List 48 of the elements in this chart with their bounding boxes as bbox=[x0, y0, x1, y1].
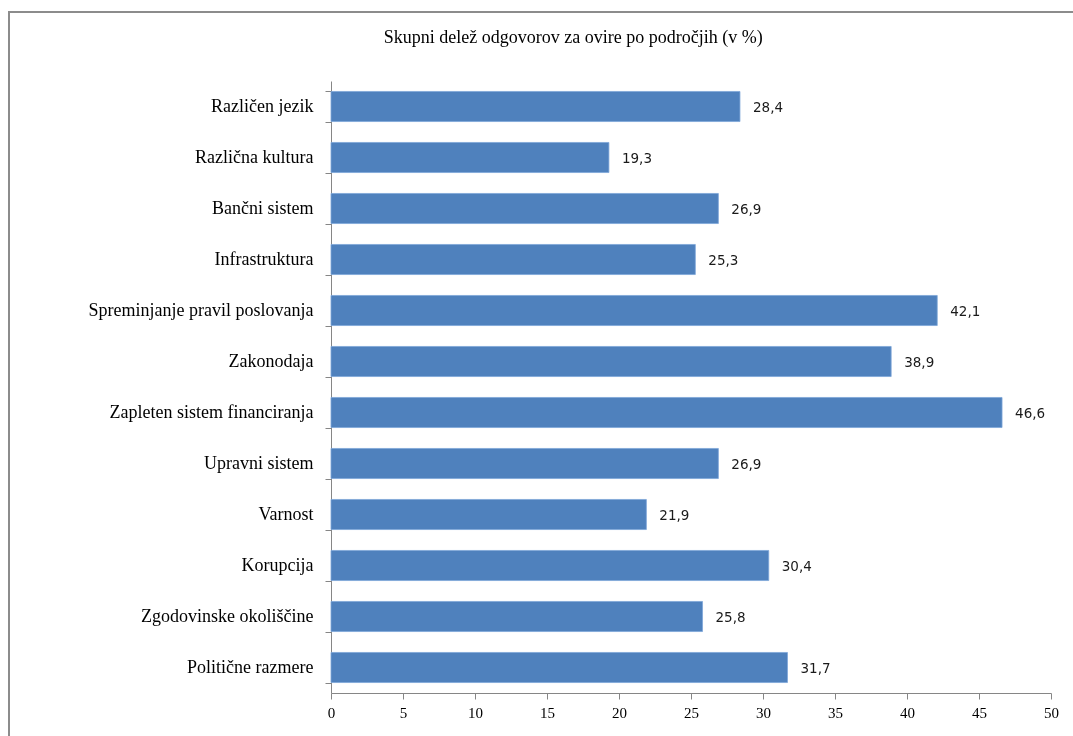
bar bbox=[330, 346, 892, 377]
x-tick-label: 25 bbox=[684, 704, 699, 721]
y-tick-label: Zapleten sistem financiranja bbox=[109, 402, 314, 422]
bar bbox=[330, 142, 610, 173]
y-tick-label: Zgodovinske okoliščine bbox=[141, 606, 314, 626]
y-tick-label: Zakonodaja bbox=[228, 351, 314, 371]
y-tick-label: Politične razmere bbox=[187, 657, 314, 677]
y-tick-label: Upravni sistem bbox=[204, 453, 314, 473]
bar bbox=[330, 601, 703, 632]
data-label: 31,7 bbox=[800, 659, 831, 676]
data-label: 19,3 bbox=[621, 149, 652, 166]
bar bbox=[330, 295, 938, 326]
bar bbox=[330, 652, 788, 683]
bar bbox=[330, 550, 770, 581]
x-tick-label: 40 bbox=[900, 704, 915, 721]
bar bbox=[330, 499, 647, 530]
y-tick-label: Spreminjanje pravil poslovanja bbox=[88, 300, 314, 320]
data-label: 26,9 bbox=[731, 455, 762, 472]
x-tick-label: 5 bbox=[399, 704, 408, 721]
x-tick-label: 35 bbox=[828, 704, 843, 721]
data-label: 38,9 bbox=[904, 353, 935, 370]
data-label: 25,8 bbox=[715, 608, 746, 625]
y-tick-label: Bančni sistem bbox=[212, 198, 314, 218]
bar bbox=[330, 193, 719, 224]
y-tick-label: Različna kultura bbox=[195, 147, 314, 167]
bar bbox=[330, 244, 696, 275]
data-label: 28,4 bbox=[752, 98, 784, 115]
data-label: 46,6 bbox=[1015, 404, 1046, 421]
y-tick-label: Korupcija bbox=[241, 555, 314, 575]
data-label: 25,3 bbox=[708, 251, 739, 268]
x-tick-label: 20 bbox=[612, 704, 627, 721]
y-tick-label: Infrastruktura bbox=[214, 249, 314, 269]
x-tick-label: 10 bbox=[468, 704, 483, 721]
x-tick-label: 0 bbox=[327, 704, 336, 721]
data-label: 26,9 bbox=[731, 200, 762, 217]
data-label: 42,1 bbox=[950, 302, 981, 319]
bar bbox=[330, 91, 741, 122]
x-tick-label: 30 bbox=[756, 704, 771, 721]
y-tick-label: Različen jezik bbox=[211, 96, 314, 116]
x-tick-label: 15 bbox=[540, 704, 555, 721]
data-label: 30,4 bbox=[781, 557, 812, 574]
y-tick-label: Varnost bbox=[258, 504, 314, 524]
data-label: 21,9 bbox=[659, 506, 690, 523]
bar bbox=[330, 448, 719, 479]
x-tick-label: 45 bbox=[972, 704, 987, 721]
bar bbox=[330, 397, 1003, 428]
chart-title: Skupni delež odgovorov za ovire po področjih (v %) bbox=[383, 27, 763, 48]
x-tick-label: 50 bbox=[1044, 704, 1059, 721]
